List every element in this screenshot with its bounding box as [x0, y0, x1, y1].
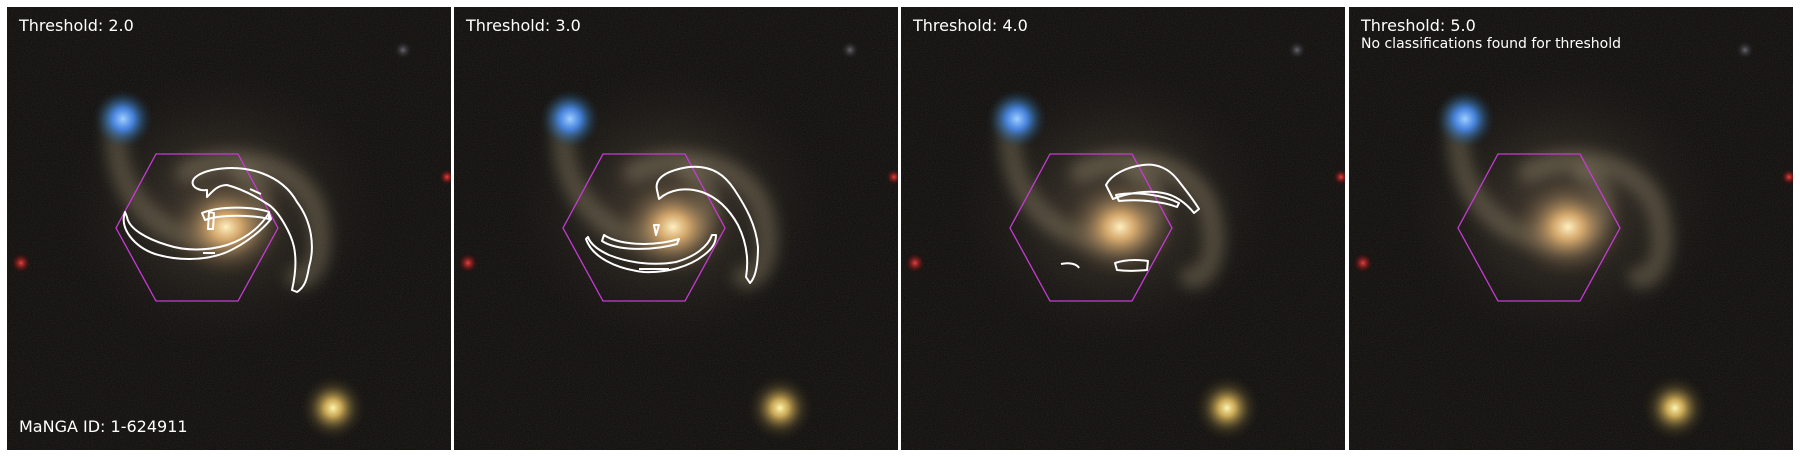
panel-threshold-3: Threshold: 3.0 — [454, 7, 898, 450]
galaxy-image — [7, 7, 451, 450]
panel-threshold-2: Threshold: 2.0 MaNGA ID: 1-624911 — [7, 7, 451, 450]
panel-threshold-5: Threshold: 5.0 No classifications found … — [1349, 7, 1793, 450]
ifu-hexagon — [1457, 153, 1621, 302]
ifu-hexagon — [562, 153, 726, 302]
panel-threshold-4: Threshold: 4.0 — [901, 7, 1345, 450]
spiral-arm-contours — [585, 165, 759, 284]
galaxy-image — [454, 7, 898, 450]
spiral-arm-contours — [122, 167, 313, 293]
spiral-arm-contours — [1060, 163, 1200, 272]
galaxy-image — [1349, 7, 1793, 450]
ifu-hexagon — [1009, 153, 1173, 302]
ifu-hexagon — [115, 153, 279, 302]
galaxy-image — [901, 7, 1345, 450]
